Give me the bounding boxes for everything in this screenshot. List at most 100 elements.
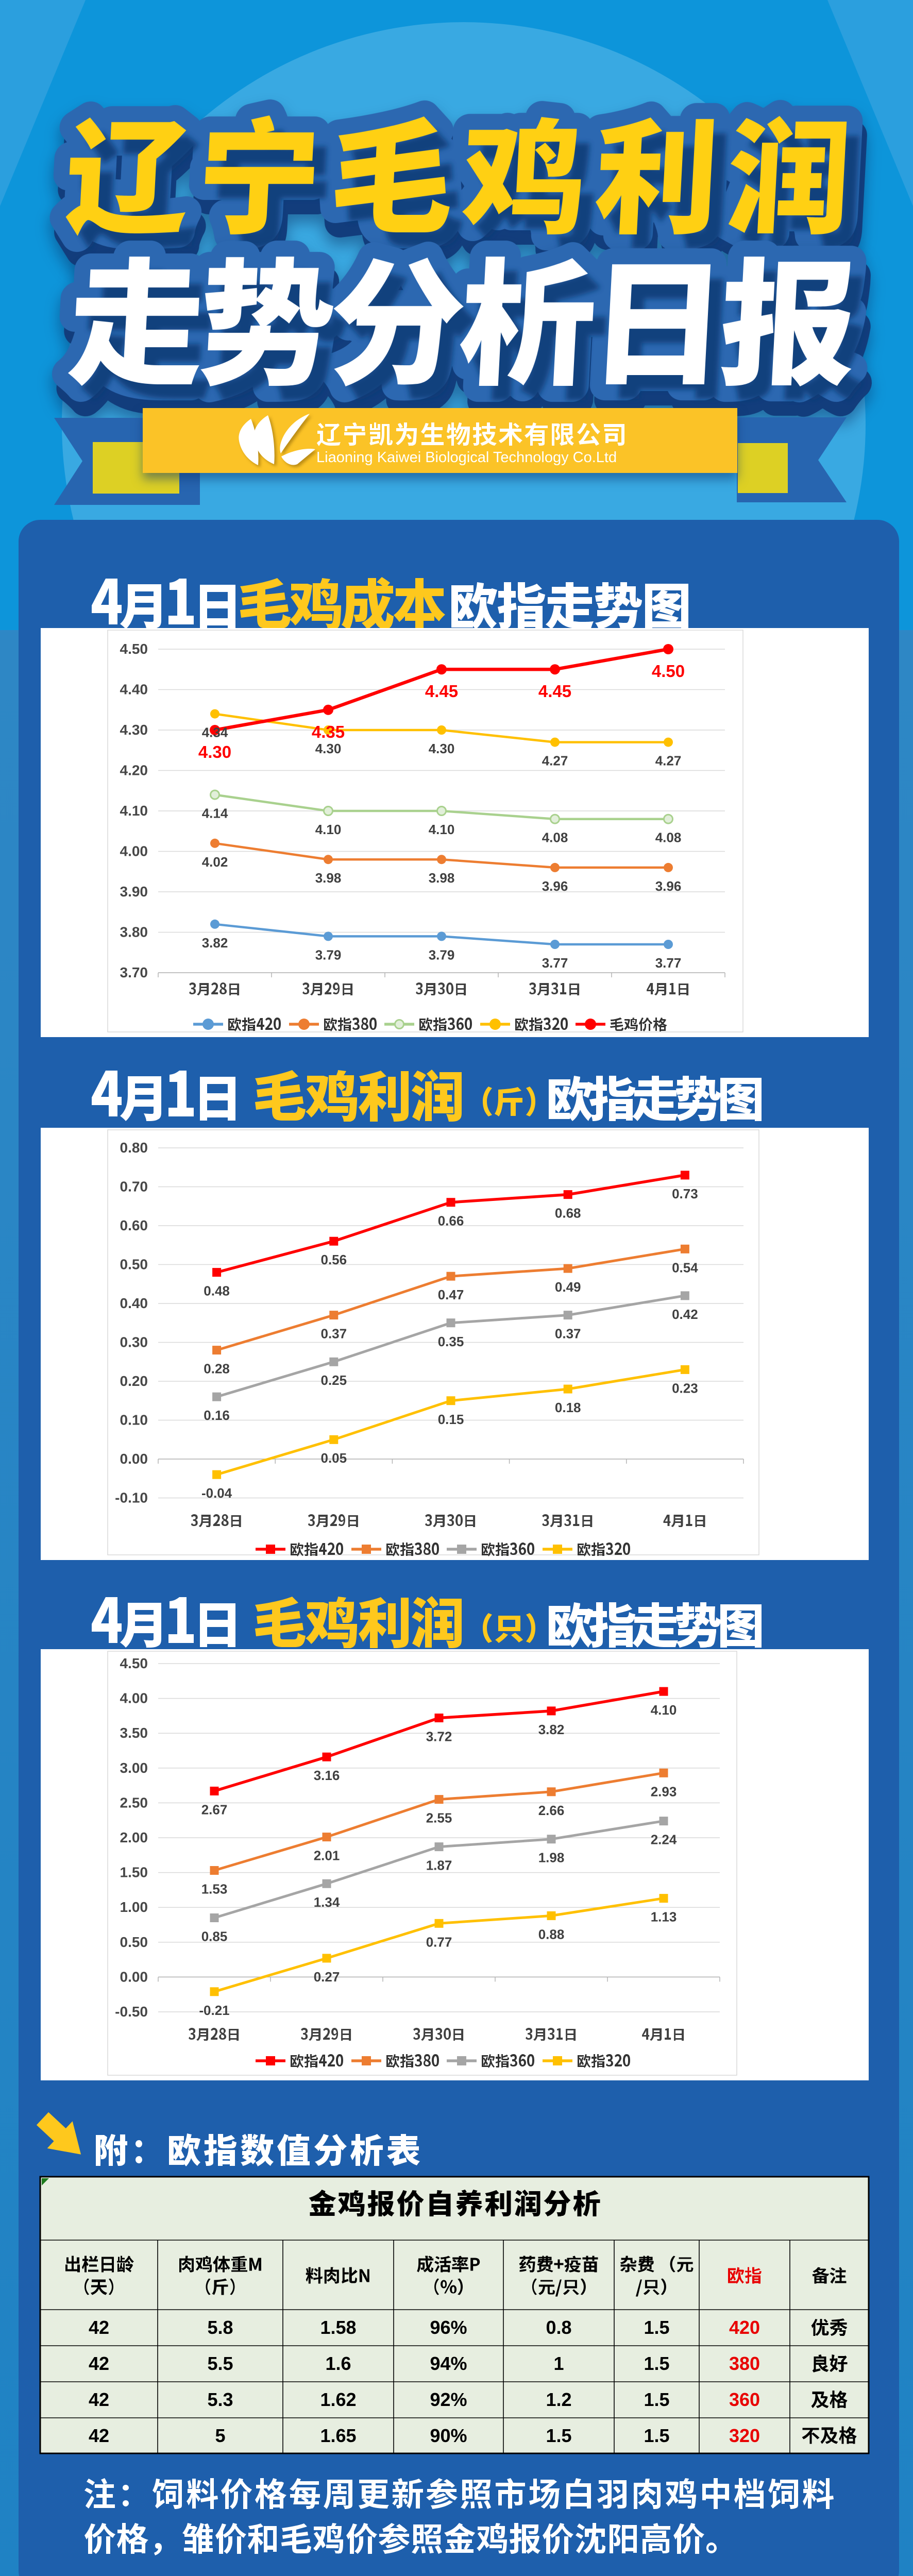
svg-text:1.5: 1.5	[644, 2389, 669, 2410]
svg-text:0.56: 0.56	[320, 1252, 347, 1267]
svg-text:0.23: 0.23	[672, 1380, 698, 1396]
svg-text:0.68: 0.68	[555, 1206, 581, 1221]
svg-text:4.30: 4.30	[315, 741, 342, 756]
svg-text:3.50: 3.50	[120, 1725, 148, 1741]
svg-text:0.00: 0.00	[120, 1451, 148, 1467]
svg-text:Liaoning Kaiwei Biological Tec: Liaoning Kaiwei Biological Technology Co…	[316, 449, 617, 466]
svg-text:3.82: 3.82	[202, 935, 228, 951]
svg-text:4.50: 4.50	[652, 662, 685, 681]
svg-text:4.45: 4.45	[538, 682, 571, 701]
svg-text:4.14: 4.14	[202, 806, 228, 821]
svg-text:4.35: 4.35	[312, 722, 345, 741]
svg-text:2.67: 2.67	[201, 1802, 228, 1817]
svg-text:0.80: 0.80	[120, 1140, 148, 1156]
svg-text:-0.04: -0.04	[201, 1485, 232, 1501]
svg-text:4.20: 4.20	[120, 762, 148, 778]
svg-text:2.66: 2.66	[538, 1803, 565, 1818]
svg-text:1.6: 1.6	[325, 2353, 351, 2374]
svg-text:2.00: 2.00	[120, 1829, 148, 1845]
svg-text:3.98: 3.98	[429, 870, 455, 886]
svg-text:4.34: 4.34	[202, 725, 228, 740]
svg-text:4.08: 4.08	[542, 830, 568, 845]
svg-text:0.50: 0.50	[120, 1934, 148, 1950]
svg-text:96%: 96%	[430, 2317, 467, 2338]
svg-text:5.8: 5.8	[207, 2317, 233, 2338]
svg-text:3.80: 3.80	[120, 924, 148, 940]
svg-text:1.5: 1.5	[644, 2425, 669, 2446]
svg-text:42: 42	[89, 2353, 109, 2374]
svg-text:380: 380	[729, 2353, 760, 2374]
svg-text:1.62: 1.62	[320, 2389, 356, 2410]
svg-text:4.50: 4.50	[120, 1655, 148, 1671]
svg-text:1: 1	[553, 2353, 564, 2374]
svg-text:0.37: 0.37	[320, 1326, 347, 1342]
svg-text:0.00: 0.00	[120, 1969, 148, 1985]
svg-text:0.85: 0.85	[201, 1929, 228, 1944]
svg-text:3.70: 3.70	[120, 964, 148, 980]
svg-text:92%: 92%	[430, 2389, 467, 2410]
svg-text:1.58: 1.58	[320, 2317, 356, 2338]
svg-text:4.10: 4.10	[315, 822, 342, 837]
svg-text:1.53: 1.53	[201, 1882, 228, 1897]
svg-text:-0.50: -0.50	[115, 2004, 148, 2020]
svg-text:0.37: 0.37	[555, 1326, 581, 1342]
svg-text:1.5: 1.5	[546, 2425, 571, 2446]
svg-text:3.00: 3.00	[120, 1760, 148, 1776]
svg-text:4.50: 4.50	[120, 641, 148, 657]
svg-text:0.15: 0.15	[438, 1412, 464, 1427]
svg-text:4.00: 4.00	[120, 843, 148, 859]
svg-text:2.50: 2.50	[120, 1794, 148, 1810]
svg-text:0.88: 0.88	[538, 1926, 565, 1942]
svg-text:0.54: 0.54	[672, 1260, 698, 1275]
svg-text:0.30: 0.30	[120, 1334, 148, 1350]
svg-text:5.5: 5.5	[207, 2353, 233, 2374]
svg-text:4.30: 4.30	[429, 741, 455, 756]
svg-text:1.34: 1.34	[314, 1894, 340, 1910]
svg-text:4.30: 4.30	[198, 742, 231, 761]
svg-text:-0.21: -0.21	[199, 2003, 229, 2018]
svg-text:0.28: 0.28	[204, 1361, 230, 1377]
svg-text:0.70: 0.70	[120, 1179, 148, 1195]
svg-text:-0.10: -0.10	[115, 1490, 148, 1506]
svg-text:4.27: 4.27	[542, 753, 568, 769]
svg-text:4.30: 4.30	[120, 722, 148, 738]
svg-text:1.2: 1.2	[546, 2389, 571, 2410]
svg-text:0.8: 0.8	[546, 2317, 571, 2338]
svg-text:0.18: 0.18	[555, 1400, 581, 1415]
svg-text:4.02: 4.02	[202, 854, 228, 870]
svg-text:94%: 94%	[430, 2353, 467, 2374]
svg-text:0.60: 0.60	[120, 1217, 148, 1233]
svg-text:4.08: 4.08	[655, 830, 682, 845]
svg-text:1.5: 1.5	[644, 2353, 669, 2374]
svg-text:4.10: 4.10	[651, 1702, 677, 1718]
svg-text:1.65: 1.65	[320, 2425, 356, 2446]
svg-text:0.42: 0.42	[672, 1307, 698, 1322]
svg-text:1.98: 1.98	[538, 1850, 565, 1866]
svg-text:1.13: 1.13	[651, 1909, 677, 1925]
svg-text:320: 320	[729, 2425, 760, 2446]
svg-text:4.10: 4.10	[120, 803, 148, 819]
svg-text:0.27: 0.27	[314, 1969, 340, 1985]
svg-text:3.79: 3.79	[315, 947, 342, 962]
svg-text:0.48: 0.48	[204, 1283, 230, 1299]
svg-text:0.20: 0.20	[120, 1373, 148, 1389]
svg-text:0.66: 0.66	[438, 1213, 464, 1229]
svg-text:3.77: 3.77	[542, 955, 568, 971]
svg-text:0.50: 0.50	[120, 1257, 148, 1273]
svg-text:42: 42	[89, 2425, 109, 2446]
svg-text:2.01: 2.01	[314, 1848, 340, 1863]
svg-text:3.79: 3.79	[429, 947, 455, 962]
svg-text:1.00: 1.00	[120, 1899, 148, 1915]
svg-text:3.98: 3.98	[315, 870, 342, 886]
svg-text:0.35: 0.35	[438, 1334, 464, 1349]
svg-text:90%: 90%	[430, 2425, 467, 2446]
svg-text:3.72: 3.72	[426, 1729, 452, 1744]
svg-text:4.40: 4.40	[120, 682, 148, 698]
svg-text:0.73: 0.73	[672, 1186, 698, 1201]
svg-text:0.77: 0.77	[426, 1934, 452, 1950]
svg-text:42: 42	[89, 2317, 109, 2338]
svg-text:4.45: 4.45	[425, 682, 458, 701]
svg-text:0.49: 0.49	[555, 1279, 581, 1295]
svg-text:3.96: 3.96	[542, 878, 568, 894]
svg-text:1.87: 1.87	[426, 1858, 452, 1873]
